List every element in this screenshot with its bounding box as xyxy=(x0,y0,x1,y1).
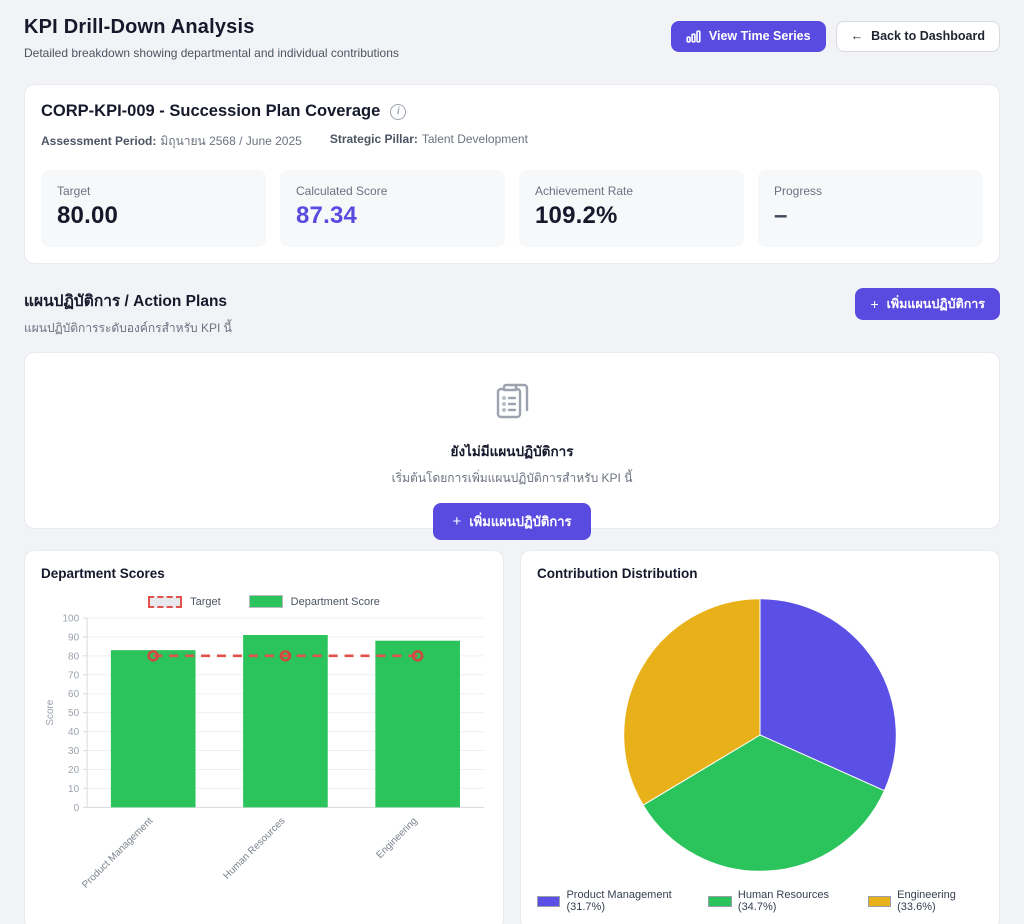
page-subtitle: Detailed breakdown showing departmental … xyxy=(24,46,399,60)
plus-icon: + xyxy=(870,296,879,312)
svg-text:90: 90 xyxy=(68,632,80,643)
bar-engineering[interactable] xyxy=(375,640,460,808)
target-marker[interactable] xyxy=(279,650,292,662)
legend-item-product-management[interactable]: Product Management (31.7%) xyxy=(537,889,692,913)
legend-item-department-score[interactable]: Department Score xyxy=(248,595,380,608)
assessment-period-label: Assessment Period: xyxy=(41,134,157,148)
kpi-stats-row: Target 80.00 Calculated Score 87.34 Achi… xyxy=(41,170,983,247)
action-plans-title: แผนปฏิบัติการ / Action Plans xyxy=(24,293,228,310)
department-score-legend-swatch xyxy=(248,595,283,608)
info-icon[interactable]: i xyxy=(390,103,407,120)
stat-progress-label: Progress xyxy=(774,184,823,198)
product-management-swatch xyxy=(537,895,561,907)
svg-text:100: 100 xyxy=(63,613,80,624)
page-title: KPI Drill-Down Analysis xyxy=(24,16,255,38)
contribution-distribution-title: Contribution Distribution xyxy=(537,566,698,581)
action-plans-header: แผนปฏิบัติการ / Action Plans แผนปฏิบัติก… xyxy=(24,288,1000,338)
legend-item-engineering[interactable]: Engineering (33.6%) xyxy=(867,889,983,913)
view-time-series-button[interactable]: View Time Series xyxy=(670,21,826,52)
empty-state-title: ยังไม่มีแผนปฏิบัติการ xyxy=(450,444,574,459)
bar-human-resources[interactable] xyxy=(243,635,328,808)
charts-row: Department Scores Target Department Scor… xyxy=(24,550,1000,924)
department-score-legend-label: Department Score xyxy=(290,595,380,608)
svg-text:60: 60 xyxy=(68,689,80,700)
svg-text:Score: Score xyxy=(45,699,56,725)
pie-chart-legend: Product Management (31.7%) Human Resourc… xyxy=(537,889,983,913)
page-header: KPI Drill-Down Analysis Detailed breakdo… xyxy=(24,16,1000,60)
bar-product-management[interactable] xyxy=(110,650,196,808)
svg-text:70: 70 xyxy=(68,670,80,681)
kpi-title-row: CORP-KPI-009 - Succession Plan Coverage … xyxy=(41,102,983,121)
svg-text:Product Management: Product Management xyxy=(80,815,155,890)
empty-state-subtitle: เริ่มต้นโดยการเพิ่มแผนปฏิบัติการสำหรับ K… xyxy=(391,471,633,485)
stat-target: Target 80.00 xyxy=(41,170,266,247)
assessment-period-value: มิถุนายน 2568 / June 2025 xyxy=(160,134,302,148)
department-scores-title: Department Scores xyxy=(41,566,165,581)
add-action-plan-button[interactable]: + เพิ่มแผนปฏิบัติการ xyxy=(855,288,1000,320)
svg-text:Engineering: Engineering xyxy=(374,816,419,861)
human-resources-swatch xyxy=(708,895,732,907)
pie-slice-engineering[interactable] xyxy=(623,598,761,806)
strategic-pillar-label: Strategic Pillar: xyxy=(329,132,418,146)
stat-target-label: Target xyxy=(57,184,91,198)
svg-text:20: 20 xyxy=(68,765,80,776)
product-management-legend-label: Product Management (31.7%) xyxy=(566,889,672,913)
engineering-swatch xyxy=(867,895,892,907)
empty-state-add-plan-button[interactable]: + เพิ่มแผนปฏิบัติการ xyxy=(433,503,591,540)
page-header-text: KPI Drill-Down Analysis Detailed breakdo… xyxy=(24,16,399,60)
arrow-left-icon: ← xyxy=(850,29,864,44)
stat-calculated-score: Calculated Score 87.34 xyxy=(280,170,505,247)
svg-text:80: 80 xyxy=(68,651,80,662)
contribution-pie-chart[interactable] xyxy=(614,589,906,881)
svg-text:40: 40 xyxy=(68,727,80,738)
kpi-meta: Assessment Period: มิถุนายน 2568 / June 2… xyxy=(41,132,983,151)
stat-progress-value: – xyxy=(774,202,788,229)
target-marker[interactable] xyxy=(411,650,424,662)
svg-text:30: 30 xyxy=(68,746,80,757)
svg-text:10: 10 xyxy=(68,784,80,795)
header-actions: View Time Series ← Back to Dashboard xyxy=(670,21,1000,52)
svg-text:50: 50 xyxy=(68,708,80,719)
contribution-distribution-card: Contribution Distribution Product Manage… xyxy=(520,550,1000,924)
svg-text:0: 0 xyxy=(74,803,80,814)
empty-state-add-plan-label: เพิ่มแผนปฏิบัติการ xyxy=(469,514,572,529)
stat-achievement-rate: Achievement Rate 109.2% xyxy=(519,170,744,247)
back-to-dashboard-label: Back to Dashboard xyxy=(871,29,985,44)
assessment-period: Assessment Period: มิถุนายน 2568 / June 2… xyxy=(41,132,302,151)
add-action-plan-label: เพิ่มแผนปฏิบัติการ xyxy=(886,296,985,311)
target-marker[interactable] xyxy=(147,650,159,662)
department-scores-bar-chart[interactable]: 0 10 20 30 40 50 60 70 80 90 100 Score Product Manag… xyxy=(41,610,490,909)
back-to-dashboard-button[interactable]: ← Back to Dashboard xyxy=(835,21,1000,52)
stat-achievement-rate-label: Achievement Rate xyxy=(535,184,634,198)
target-legend-swatch xyxy=(148,595,183,608)
human-resources-legend-label: Human Resources (34.7%) xyxy=(737,889,829,913)
bar-chart-legend: Target Department Score xyxy=(41,595,487,608)
department-scores-card: Department Scores Target Department Scor… xyxy=(24,550,504,924)
stat-target-value: 80.00 xyxy=(57,202,119,229)
bar-chart-icon xyxy=(686,30,701,43)
stat-achievement-rate-value: 109.2% xyxy=(535,202,618,229)
engineering-legend-label: Engineering (33.6%) xyxy=(897,889,956,913)
stat-progress: Progress – xyxy=(758,170,983,247)
action-plans-empty-state: ยังไม่มีแผนปฏิบัติการ เริ่มต้นโดยการเพิ่… xyxy=(24,352,1000,540)
kpi-title: CORP-KPI-009 - Succession Plan Coverage xyxy=(41,102,381,120)
stat-calculated-score-value: 87.34 xyxy=(296,202,358,229)
action-plans-subtitle: แผนปฏิบัติการระดับองค์กรสำหรับ KPI นี้ xyxy=(24,321,232,335)
view-time-series-label: View Time Series xyxy=(708,29,811,44)
strategic-pillar-value: Talent Development xyxy=(421,132,528,146)
clipboard-icon xyxy=(489,383,535,429)
strategic-pillar: Strategic Pillar: Talent Development xyxy=(330,132,528,151)
pie-slice-product-management[interactable] xyxy=(759,598,897,792)
kpi-summary-card: CORP-KPI-009 - Succession Plan Coverage … xyxy=(24,84,1000,264)
stat-calculated-score-label: Calculated Score xyxy=(296,184,388,198)
target-legend-label: Target xyxy=(190,595,221,608)
legend-item-target[interactable]: Target xyxy=(148,595,221,608)
action-plans-header-text: แผนปฏิบัติการ / Action Plans แผนปฏิบัติก… xyxy=(24,288,232,338)
legend-item-human-resources[interactable]: Human Resources (34.7%) xyxy=(708,889,851,913)
svg-text:Human Resources: Human Resources xyxy=(221,816,287,882)
plus-icon: + xyxy=(452,513,462,530)
